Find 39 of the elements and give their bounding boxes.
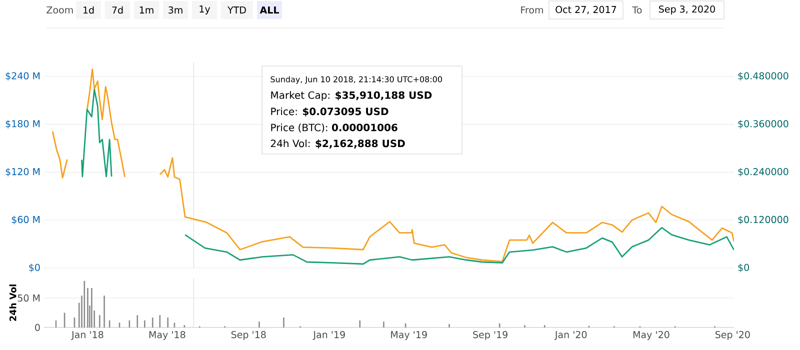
x-tick-label: Jan '20 [554, 331, 587, 340]
text: 3m [168, 6, 182, 14]
x-tick-label: Jan '19 [312, 331, 345, 340]
text: Sep 3, 2020 [659, 5, 715, 15]
text: To [632, 6, 642, 14]
x-tick-label: May '20 [633, 331, 670, 340]
text: YTD [228, 6, 246, 14]
y-tick-label: $120 M [6, 168, 40, 176]
annotation: Sunday, Jun 10 2018, 21:14:30 UTC+08:00 [270, 76, 442, 84]
text: 7d [112, 6, 123, 14]
y-tick-label: $180 M [6, 120, 40, 129]
text: Zoom [46, 6, 73, 14]
y-tick-label: 50 M [18, 294, 40, 302]
x-tick-label: Sep '18 [231, 331, 266, 340]
text: ALL [260, 6, 279, 14]
y2-tick-label: $0 [738, 264, 749, 272]
y2-tick-label: $0.240000 [738, 168, 788, 176]
y2-tick-label: $0.360000 [738, 120, 788, 129]
annotation: Market Cap: $35,910,188 USD [271, 91, 432, 101]
y-tick-label: $240 M [6, 72, 40, 81]
y-tick-label: $60 M [12, 216, 40, 224]
annotation: Price (BTC): 0.00001006 [271, 124, 398, 132]
text: 1d [84, 6, 94, 14]
annotation: 24h Vol: $2,162,888 USD [270, 139, 405, 149]
x-tick-label: Jan '18 [71, 331, 104, 340]
y-tick-label: $0 [29, 264, 40, 272]
x-tick-label: May '18 [149, 331, 186, 340]
y-tick-label: 0 [35, 324, 40, 332]
annotation: Price: $0.073095 USD [271, 107, 388, 117]
text: 1y [200, 6, 210, 14]
x-tick-label: Sep '20 [715, 331, 750, 340]
y-axis-title: 24h Vol [9, 284, 16, 321]
text: 1m [140, 6, 154, 14]
text: Oct 27, 2017 [556, 6, 616, 14]
text: From [521, 6, 543, 14]
x-tick-label: Sep '19 [473, 331, 508, 340]
y2-tick-label: $0.480000 [738, 72, 788, 81]
y2-tick-label: $0.120000 [738, 216, 788, 224]
x-tick-label: May '19 [391, 331, 427, 340]
